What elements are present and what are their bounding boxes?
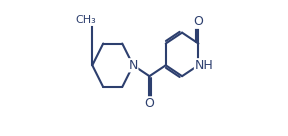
- Text: O: O: [145, 97, 154, 110]
- Text: CH₃: CH₃: [75, 15, 96, 25]
- Text: NH: NH: [194, 59, 213, 72]
- Text: O: O: [194, 15, 203, 28]
- Text: N: N: [128, 59, 138, 72]
